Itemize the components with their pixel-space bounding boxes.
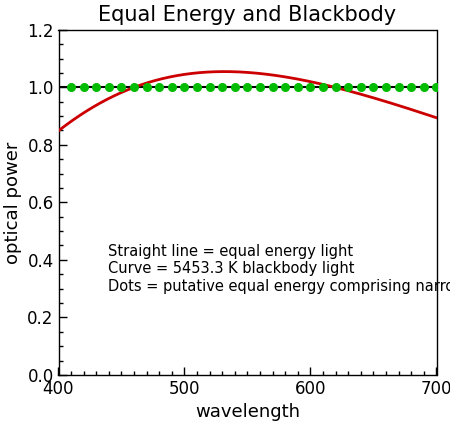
X-axis label: wavelength: wavelength (195, 403, 300, 421)
Title: Equal Energy and Blackbody: Equal Energy and Blackbody (99, 6, 396, 26)
Y-axis label: optical power: optical power (4, 141, 22, 264)
Text: Straight line = equal energy light
Curve = 5453.3 K blackbody light
Dots = putat: Straight line = equal energy light Curve… (108, 244, 450, 294)
